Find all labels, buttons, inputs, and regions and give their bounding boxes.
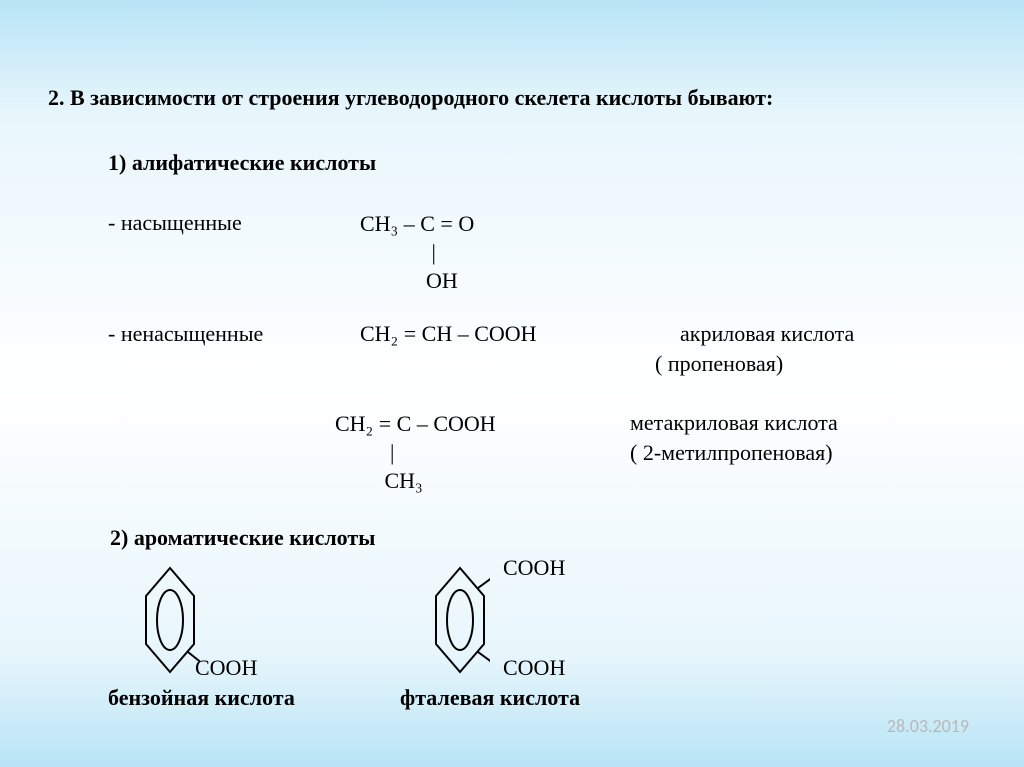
formula-line: | (335, 439, 496, 468)
methacrylic-name: метакриловая кислота (630, 410, 838, 436)
phthalic-acid-label: фталевая кислота (400, 685, 580, 711)
formula-line: CH₃ – C = O (360, 210, 474, 239)
cooh-label: COOH (503, 555, 565, 581)
acrylic-name-sub: ( пропеновая) (655, 351, 783, 377)
saturated-formula: CH₃ – C = O | OH (360, 210, 474, 296)
cooh-label: COOH (195, 655, 257, 681)
cooh-label: COOH (503, 655, 565, 681)
acrylic-name: акриловая кислота (680, 321, 854, 347)
benzoic-acid-label: бензойная кислота (108, 685, 295, 711)
benzene-ring-icon (430, 562, 490, 677)
methacrylic-formula: CH₂ = C – COOH | CH₃ (335, 410, 496, 496)
saturated-label: - насыщенные (108, 210, 242, 236)
section-1-heading: 1) алифатические кислоты (108, 150, 376, 176)
benzene-ring-icon (140, 562, 200, 677)
formula-line: | (360, 239, 474, 268)
acrylic-formula: CH₂ = CH – COOH (360, 321, 537, 347)
date-label: 28.03.2019 (887, 715, 969, 737)
section-2-heading: 2) ароматические кислоты (110, 525, 375, 551)
formula-line: OH (360, 267, 474, 296)
methacrylic-name-sub: ( 2-метилпропеновая) (630, 440, 833, 466)
formula-line: CH₃ (335, 467, 496, 496)
formula-line: CH₂ = C – COOH (335, 410, 496, 439)
unsaturated-label: - ненасыщенные (108, 321, 263, 347)
page-title: 2. В зависимости от строения углеводород… (48, 85, 773, 111)
